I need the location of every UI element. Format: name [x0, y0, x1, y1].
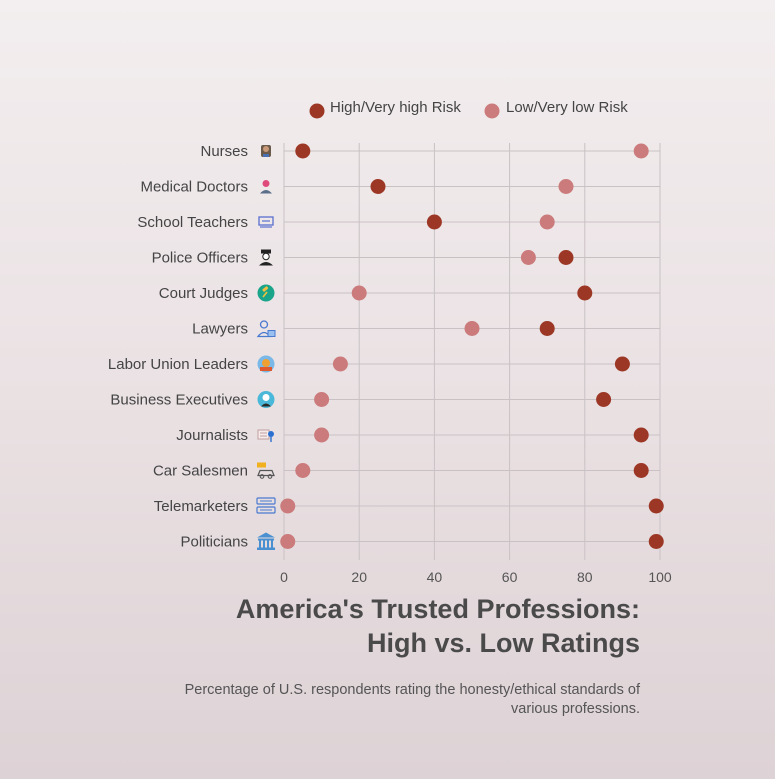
- data-point-low-risk: [332, 356, 348, 372]
- data-point-low-risk: [280, 498, 296, 514]
- car-salesman-icon: [257, 462, 275, 479]
- category-labels: Nurses Medical Doctors School Teachers Poli…: [108, 143, 248, 551]
- data-point-high-risk: [648, 534, 664, 549]
- police-officer-icon: [259, 249, 273, 266]
- x-tick-label: 0: [280, 569, 288, 585]
- chart-title: America's Trusted Professions: High vs. …: [140, 592, 640, 660]
- x-tick-label: 100: [648, 569, 672, 585]
- teacher-icon: [258, 216, 274, 228]
- data-point-high-risk: [577, 285, 593, 301]
- category-label: Court Judges: [159, 285, 248, 302]
- category-label: School Teachers: [137, 214, 248, 231]
- x-axis-ticks: 0 20 40 60 80 100: [280, 569, 672, 585]
- data-point-low-risk: [520, 250, 536, 265]
- data-point-high-risk: [295, 143, 311, 159]
- legend-marker: [484, 103, 500, 119]
- category-label: Nurses: [200, 143, 248, 160]
- data-point-high-risk: [539, 321, 555, 336]
- judge-gavel-icon: [257, 284, 275, 302]
- category-label: Business Executives: [110, 392, 248, 409]
- telemarketer-icon: [256, 497, 276, 514]
- category-label: Labor Union Leaders: [108, 356, 248, 373]
- data-point-low-risk: [558, 179, 574, 194]
- data-point-low-risk: [539, 214, 555, 230]
- legend-marker: [309, 103, 325, 119]
- data-point-high-risk: [426, 214, 442, 230]
- legend-label: Low/Very low Risk: [506, 99, 628, 116]
- data-points: [280, 143, 664, 549]
- data-point-low-risk: [280, 534, 296, 549]
- data-point-high-risk: [614, 356, 630, 372]
- data-point-low-risk: [351, 285, 367, 301]
- x-tick-label: 60: [502, 569, 518, 585]
- business-executive-icon: [257, 391, 275, 408]
- category-label: Lawyers: [192, 321, 248, 338]
- data-point-low-risk: [314, 392, 330, 407]
- data-point-high-risk: [633, 427, 649, 443]
- lawyer-icon: [256, 320, 276, 338]
- nurse-icon: [261, 145, 271, 157]
- politician-icon: [257, 532, 275, 550]
- x-tick-label: 20: [351, 569, 367, 585]
- x-tick-label: 80: [577, 569, 593, 585]
- data-point-low-risk: [295, 463, 311, 478]
- chart-subtitle: Percentage of U.S. respondents rating th…: [184, 682, 640, 717]
- data-point-high-risk: [596, 392, 612, 407]
- chart-title-line-1: America's Trusted Professions:: [235, 594, 640, 624]
- data-point-high-risk: [633, 463, 649, 478]
- doctor-icon: [260, 180, 272, 194]
- data-point-low-risk: [464, 321, 480, 336]
- data-point-low-risk: [314, 427, 330, 443]
- legend-label: High/Very high Risk: [330, 99, 461, 116]
- grid-lines: [283, 143, 661, 560]
- legend: High/Very high Risk Low/Very low Risk: [309, 99, 628, 119]
- labor-union-icon: [257, 355, 275, 373]
- category-icons: [256, 145, 276, 550]
- chart-title-line-2: High vs. Low Ratings: [366, 628, 640, 658]
- data-point-high-risk: [370, 179, 386, 194]
- category-label: Journalists: [176, 427, 248, 444]
- category-label: Telemarketers: [154, 498, 248, 515]
- category-label: Car Salesmen: [153, 463, 248, 480]
- data-point-low-risk: [633, 143, 649, 159]
- data-point-high-risk: [558, 250, 574, 265]
- category-label: Politicians: [180, 534, 248, 551]
- x-tick-label: 40: [427, 569, 443, 585]
- journalist-icon: [257, 429, 274, 442]
- data-point-high-risk: [648, 498, 664, 514]
- category-label: Police Officers: [152, 250, 248, 267]
- category-label: Medical Doctors: [140, 179, 248, 196]
